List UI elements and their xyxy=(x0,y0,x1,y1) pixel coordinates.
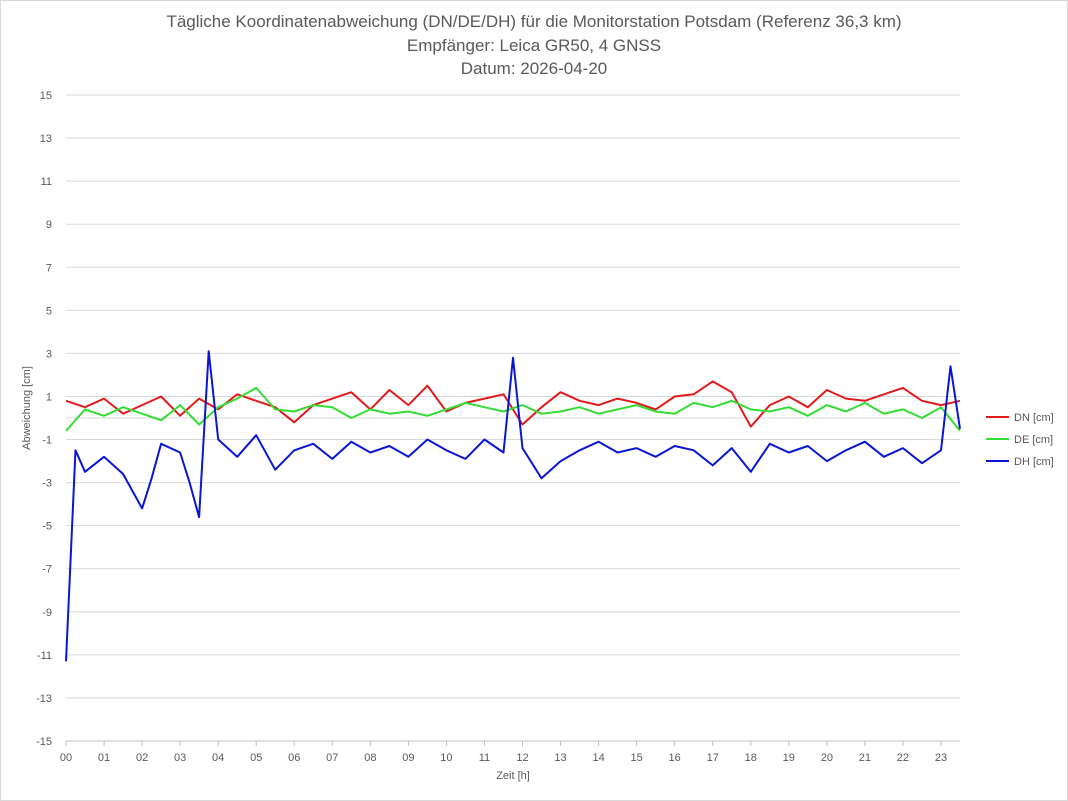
chart-title: Tägliche Koordinatenabweichung (DN/DE/DH… xyxy=(166,12,902,31)
series-line-2 xyxy=(65,350,961,662)
x-tick-label: 14 xyxy=(592,752,604,764)
y-tick-label: 5 xyxy=(46,305,52,317)
y-tick-label: -1 xyxy=(42,435,52,447)
series-lines xyxy=(65,350,961,662)
legend-label-0: DN [cm] xyxy=(1014,412,1054,424)
x-tick-label: 22 xyxy=(897,752,909,764)
y-tick-label: 15 xyxy=(40,90,52,102)
series-line-0 xyxy=(65,380,961,428)
y-tick-label: -11 xyxy=(37,650,52,662)
x-axis-label: Zeit [h] xyxy=(496,770,530,782)
y-tick-label: 9 xyxy=(46,219,52,231)
y-tick-label: 7 xyxy=(46,262,52,274)
x-tick-label: 02 xyxy=(136,752,148,764)
x-tick-label: 12 xyxy=(516,752,528,764)
x-tick-label: 16 xyxy=(669,752,681,764)
y-tick-label: 13 xyxy=(40,133,52,145)
x-tick-label: 00 xyxy=(60,752,72,764)
y-tick-label: -7 xyxy=(42,564,52,576)
y-tick-label: 3 xyxy=(46,348,52,360)
y-tick-label: -5 xyxy=(42,521,52,533)
y-axis-label: Abweichung [cm] xyxy=(21,366,33,450)
x-tick-label: 06 xyxy=(288,752,300,764)
y-tick-label: -9 xyxy=(42,607,52,619)
x-tick-label: 03 xyxy=(174,752,186,764)
y-axis-ticks: 15 13 11 9 7 5 3 1 -1 -3 -5 -7 -9 -11 -13 -15 xyxy=(36,90,52,748)
x-tick-label: 09 xyxy=(402,752,414,764)
y-tick-label: -15 xyxy=(36,736,52,748)
y-tick-label: 1 xyxy=(46,391,52,403)
legend-label-2: DH [cm] xyxy=(1014,456,1054,468)
x-axis-ticks: 00 01 02 03 04 05 06 07 08 09 10 11 12 13 14 15 16 17 18 19… xyxy=(60,740,960,764)
x-tick-label: 01 xyxy=(98,752,110,764)
x-tick-label: 13 xyxy=(554,752,566,764)
x-tick-label: 20 xyxy=(821,752,833,764)
x-tick-label: 10 xyxy=(440,752,452,764)
x-tick-label: 17 xyxy=(707,752,719,764)
chart-subtitle: Empfänger: Leica GR50, 4 GNSS xyxy=(406,36,662,55)
legend: DN [cm] DE [cm] DH [cm] xyxy=(986,412,1054,468)
x-tick-label: 15 xyxy=(631,752,643,764)
x-tick-label: 18 xyxy=(745,752,757,764)
legend-label-1: DE [cm] xyxy=(1014,434,1053,446)
y-tick-label: -3 xyxy=(42,478,52,490)
x-tick-label: 11 xyxy=(479,752,490,764)
x-tick-label: 23 xyxy=(935,752,947,764)
x-tick-label: 21 xyxy=(859,752,871,764)
chart-date: Datum: 2026-04-20 xyxy=(460,59,608,78)
x-tick-label: 04 xyxy=(212,752,224,764)
y-tick-label: -13 xyxy=(36,693,52,705)
x-tick-label: 19 xyxy=(783,752,795,764)
x-tick-label: 07 xyxy=(326,752,338,764)
x-tick-label: 05 xyxy=(250,752,262,764)
y-tick-label: 11 xyxy=(41,176,52,188)
x-tick-label: 08 xyxy=(364,752,376,764)
